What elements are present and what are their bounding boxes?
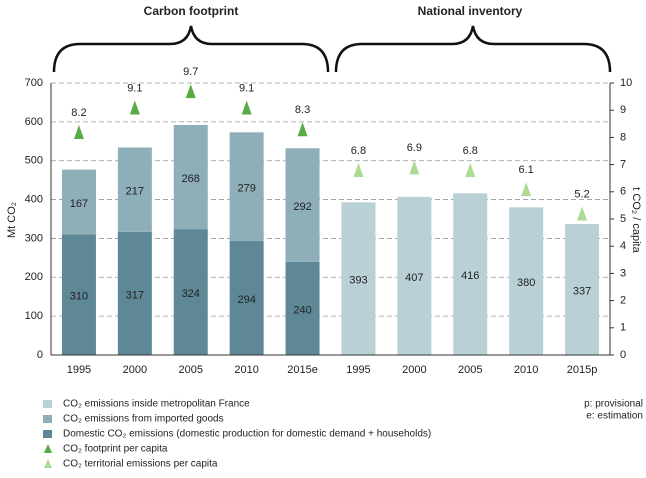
value-label: 6.1 [519,164,534,176]
legend-swatch [43,415,52,423]
x-tick-label: 1995 [67,364,91,376]
x-tick-label: 2015p [567,364,598,376]
y2-tick-label: 5 [620,213,626,225]
y-tick-label: 300 [25,232,43,244]
value-label: 380 [517,277,535,289]
y-tick-label: 400 [25,193,43,205]
x-tick-label: 2015e [287,364,318,376]
triangle-marker [465,163,476,178]
y-tick-label: 700 [25,77,43,89]
x-tick-label: 2005 [458,364,482,376]
legend-swatch [44,459,52,468]
y-axis-label: Mt CO₂ [6,202,18,238]
y2-axis-label: t CO₂ / capita [630,187,642,253]
bar [509,207,544,355]
bar [285,261,320,355]
value-label: 393 [349,275,367,287]
value-label: 310 [70,291,88,303]
y2-tick-label: 7 [620,159,626,171]
value-label: 240 [293,304,311,316]
x-tick-label: 1995 [346,364,370,376]
value-label: 279 [237,182,255,194]
y2-tick-label: 1 [620,322,626,334]
group-label: Carbon footprint [144,4,239,18]
triangle-marker [185,84,196,99]
value-label: 317 [126,289,144,301]
y-tick-label: 600 [25,116,43,128]
triangle-marker [129,100,140,115]
bar [173,124,208,230]
value-label: 268 [182,173,200,185]
legend-label: CO₂ emissions inside metropolitan France [63,399,250,410]
legend-swatch [43,430,52,438]
value-label: 337 [573,285,591,297]
x-tick-label: 2005 [179,364,203,376]
bar [397,196,432,355]
x-tick-label: 2000 [402,364,426,376]
triangle-marker [409,160,420,175]
y-tick-label: 200 [25,271,43,283]
value-label: 217 [126,186,144,198]
value-label: 324 [182,288,200,300]
value-label: 8.3 [295,104,310,116]
x-tick-label: 2010 [234,364,258,376]
bar [229,240,264,355]
triangle-marker [297,122,308,137]
value-label: 294 [237,294,255,306]
value-label: 407 [405,272,423,284]
legend-label: CO₂ territorial emissions per capita [63,459,218,470]
value-label: 9.7 [183,66,198,78]
triangle-marker [577,206,588,221]
x-tick-label: 2010 [514,364,538,376]
brace [334,25,612,73]
bar [61,234,96,355]
x-tick-label: 2000 [123,364,147,376]
bar [341,202,376,355]
bar [229,132,264,241]
legend-label: CO₂ emissions from imported goods [63,414,224,425]
bar [117,231,152,355]
y-tick-label: 0 [37,349,43,361]
group-label: National inventory [418,4,523,18]
value-label: 292 [293,201,311,213]
legend-label: CO₂ footprint per capita [63,444,168,455]
value-label: 6.8 [463,145,478,157]
note: p: provisional [584,399,643,410]
value-label: 167 [70,198,88,210]
value-label: 6.9 [407,142,422,154]
triangle-marker [241,100,252,115]
bar [61,169,96,235]
y2-tick-label: 2 [620,295,626,307]
legend-swatch [44,444,52,453]
triangle-marker [521,182,532,197]
value-label: 416 [461,270,479,282]
y2-tick-label: 6 [620,186,626,198]
bar [173,229,208,355]
triangle-marker [353,163,364,178]
value-label: 5.2 [574,188,589,200]
bar [117,147,152,232]
value-label: 9.1 [239,82,254,94]
bar [285,148,320,262]
y2-tick-label: 9 [620,104,626,116]
y2-tick-label: 3 [620,267,626,279]
bar [453,193,488,355]
brace [52,25,330,73]
legend-swatch [43,400,52,408]
value-label: 6.8 [351,145,366,157]
y2-tick-label: 0 [620,349,626,361]
value-label: 9.1 [127,82,142,94]
value-label: 8.2 [71,107,86,119]
legend-label: Domestic CO₂ emissions (domestic product… [63,429,431,440]
bar [565,224,600,355]
y-tick-label: 500 [25,155,43,167]
note: e: estimation [586,411,643,422]
y2-tick-label: 8 [620,131,626,143]
triangle-marker [73,124,84,139]
y2-tick-label: 4 [620,240,626,252]
y-tick-label: 100 [25,310,43,322]
y2-tick-label: 10 [620,77,632,89]
